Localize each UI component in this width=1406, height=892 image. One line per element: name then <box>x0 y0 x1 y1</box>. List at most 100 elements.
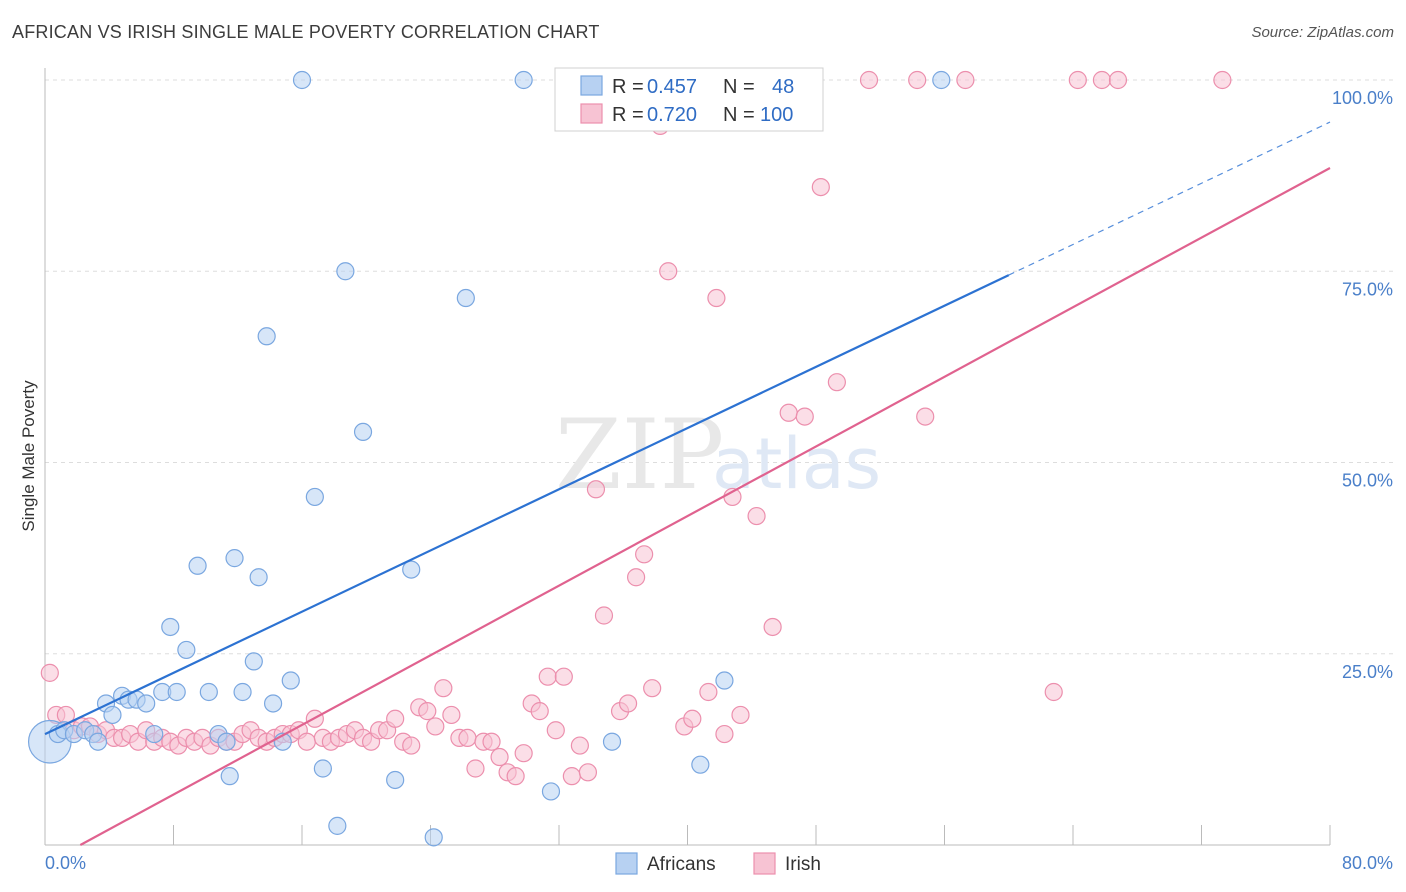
irish-point <box>1044 682 1063 702</box>
irish-point <box>859 70 879 90</box>
legend-africans-r-label: R = <box>612 76 644 98</box>
africans-point <box>220 767 239 786</box>
irish-point <box>956 70 975 90</box>
legend-irish-r-value: 0.720 <box>647 104 697 126</box>
irish-point <box>715 724 734 744</box>
bottom-legend: Africans Irish <box>615 852 821 875</box>
bottom-legend-africans: Africans <box>647 854 716 875</box>
irish-point <box>554 667 573 686</box>
bottom-legend-swatch-africans <box>615 852 638 875</box>
irish-point <box>386 709 405 728</box>
irish-point <box>618 694 638 713</box>
chart-title: AFRICAN VS IRISH SINGLE MALE POVERTY COR… <box>12 22 600 42</box>
africans-point <box>137 694 156 713</box>
irish-point <box>908 70 927 90</box>
africans-point <box>292 70 312 90</box>
irish-point <box>1108 70 1128 90</box>
irish-point <box>827 373 846 392</box>
source-label: Source: ZipAtlas.com <box>1251 24 1394 41</box>
africans-point <box>88 732 108 751</box>
irish-point <box>506 767 525 786</box>
irish-point <box>442 705 461 725</box>
irish-point <box>418 702 437 721</box>
y-tick-label: 100.0% <box>1332 88 1393 108</box>
africans-point <box>233 682 252 702</box>
irish-point <box>763 617 782 637</box>
africans-point <box>145 724 164 744</box>
legend-africans-n-value: 48 <box>772 76 794 98</box>
x-axis-ticks <box>173 825 1331 845</box>
africans-point <box>328 816 347 835</box>
y-tick-label: 75.0% <box>1342 279 1393 299</box>
africans-point <box>225 549 244 568</box>
irish-point <box>643 679 662 698</box>
legend-swatch-irish <box>580 103 603 124</box>
trend-lines <box>44 121 1331 846</box>
irish-point <box>635 545 654 564</box>
africans-point <box>263 694 283 713</box>
africans-point <box>167 682 186 702</box>
africans-point <box>402 560 421 579</box>
y-axis-title: Single Male Poverty <box>19 380 38 532</box>
irish-point <box>562 767 581 786</box>
africans-point <box>199 682 218 702</box>
bottom-legend-swatch-irish <box>753 852 776 875</box>
irish-point <box>811 178 830 197</box>
irish-point <box>747 506 766 526</box>
africans-point <box>281 671 300 690</box>
africans-point <box>249 568 268 587</box>
irish-point <box>482 732 501 751</box>
irish-point <box>466 759 485 778</box>
africans-point <box>932 70 951 90</box>
africans-points <box>27 70 951 847</box>
africans-point <box>602 732 622 751</box>
irish-point <box>699 682 718 702</box>
irish-point <box>1213 70 1232 90</box>
africans-trend-line <box>44 274 1010 736</box>
irish-point <box>779 403 798 422</box>
irish-point <box>1092 70 1112 90</box>
x-tick-label-max: 80.0% <box>1342 853 1393 873</box>
irish-points <box>40 70 1232 786</box>
irish-point <box>586 480 606 499</box>
irish-point <box>458 728 477 748</box>
irish-point <box>795 407 814 426</box>
irish-point <box>916 407 935 426</box>
irish-point <box>578 763 598 782</box>
irish-point <box>297 732 316 751</box>
africans-point <box>188 556 207 575</box>
africans-point <box>103 705 122 725</box>
legend-africans-r-value: 0.457 <box>647 76 697 98</box>
legend-swatch-africans <box>580 75 603 96</box>
y-tick-label: 50.0% <box>1342 471 1393 491</box>
africans-point <box>541 782 561 801</box>
irish-point <box>570 736 589 755</box>
legend-irish-n-label: N = <box>723 104 755 126</box>
y-tick-labels: 25.0% 50.0% 75.0% 100.0% <box>1332 88 1393 682</box>
y-tick-label: 25.0% <box>1342 662 1393 682</box>
africans-point <box>244 652 263 671</box>
africans-point <box>691 755 710 774</box>
x-tick-label-min: 0.0% <box>45 853 86 873</box>
africans-point <box>386 770 405 790</box>
africans-point <box>353 422 373 441</box>
irish-point <box>490 747 509 767</box>
grid-lines <box>45 79 1393 655</box>
legend-irish-r-label: R = <box>612 104 644 126</box>
irish-point <box>538 667 557 686</box>
bottom-legend-irish: Irish <box>785 854 821 875</box>
legend-irish-n-value: 100 <box>760 104 793 126</box>
irish-point <box>626 568 646 587</box>
irish-point <box>402 736 421 755</box>
africans-point <box>177 640 196 660</box>
irish-point <box>40 663 59 682</box>
africans-point <box>456 288 475 308</box>
africans-point <box>715 671 734 690</box>
irish-point <box>731 705 750 725</box>
irish-point <box>1068 70 1087 90</box>
irish-point <box>707 288 726 308</box>
africans-point <box>257 327 276 346</box>
irish-trend-line <box>79 167 1331 846</box>
irish-point <box>659 262 678 281</box>
